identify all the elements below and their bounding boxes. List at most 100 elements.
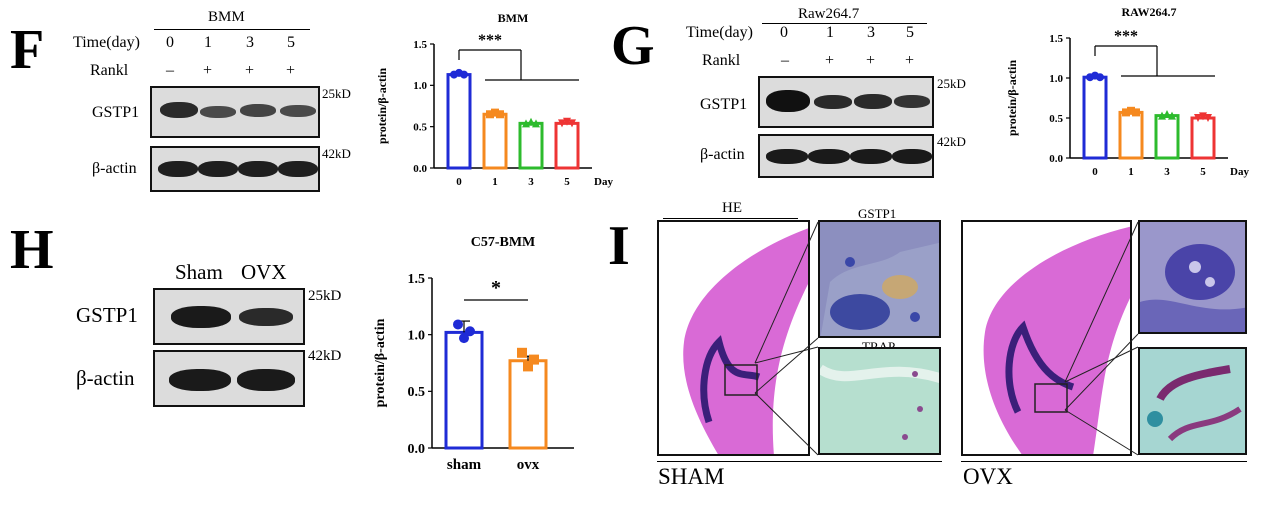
data-point xyxy=(1127,106,1135,115)
y-tick-label: 0.5 xyxy=(408,385,426,400)
g-kd-25: 25kD xyxy=(937,76,966,91)
g-header-line xyxy=(762,23,927,24)
f-band xyxy=(240,104,276,117)
x-tick-label: 3 xyxy=(528,176,534,188)
g-band xyxy=(808,149,850,164)
data-point xyxy=(1122,108,1130,117)
ovx-trap-image xyxy=(1138,347,1247,455)
data-point xyxy=(1168,111,1176,120)
y-axis-label: protein/β-actin xyxy=(1005,60,1019,136)
f-protein-gstp1: GSTP1 xyxy=(92,104,140,121)
h-band xyxy=(237,369,295,391)
f-time-5: 5 xyxy=(287,34,295,51)
data-point xyxy=(517,347,527,358)
ovx-bone-tissue xyxy=(983,226,1130,454)
i-he-line xyxy=(663,218,798,219)
ovx-femur-illustration xyxy=(983,226,1130,454)
sham-underline xyxy=(657,461,942,462)
x-tick-label: 1 xyxy=(492,176,498,188)
sham-zoom-box xyxy=(724,364,758,396)
data-point xyxy=(1204,114,1212,122)
g-rankl-1: + xyxy=(825,52,835,69)
ovx-zoom-box xyxy=(1034,383,1068,413)
data-point xyxy=(496,110,504,119)
ovx-connector xyxy=(1064,346,1139,383)
data-point xyxy=(1163,110,1171,118)
f-protein-actin: β-actin xyxy=(92,160,137,177)
f-blot-gstp1 xyxy=(150,86,320,138)
y-axis-label: protein/β-actin xyxy=(373,318,388,407)
f-time-label: Time(day) xyxy=(73,34,140,51)
h-blot-gstp1 xyxy=(153,288,305,345)
f-rankl-0: – xyxy=(166,62,174,79)
chart-title: C57-BMM xyxy=(471,235,536,250)
ovx-connector xyxy=(1064,221,1139,383)
g-time-5: 5 xyxy=(906,24,914,41)
sham-connector xyxy=(754,346,819,364)
f-time-0: 0 xyxy=(166,34,174,51)
g-rankl-label: Rankl xyxy=(702,52,741,69)
g-blot-actin xyxy=(758,134,934,178)
x-tick-label: 5 xyxy=(1200,166,1206,178)
data-point xyxy=(1194,114,1202,122)
h-bar-chart: C57-BMM 0.0 0.5 1.0 1.5 protein/β-actin sham ov… xyxy=(373,235,574,473)
y-tick-label: 0.5 xyxy=(413,122,427,134)
h-kd-42: 42kD xyxy=(308,348,342,364)
data-point xyxy=(568,119,576,128)
sham-he-image xyxy=(657,220,810,456)
data-point xyxy=(523,361,533,372)
ovx-gstp1-texture xyxy=(1140,222,1245,332)
sham-connector xyxy=(754,337,819,394)
data-point xyxy=(532,119,540,128)
data-point xyxy=(465,326,475,337)
g-rankl-5: + xyxy=(905,52,915,69)
ovx-he-image xyxy=(961,220,1132,456)
g-rankl-3: + xyxy=(866,52,876,69)
chart-title: BMM xyxy=(498,11,529,25)
h-kd-25: 25kD xyxy=(308,288,342,304)
h-blot-actin xyxy=(153,350,305,407)
g-band xyxy=(850,149,892,164)
data-point xyxy=(491,108,499,117)
y-tick-label: 1.0 xyxy=(413,80,427,92)
f-kd-42: 42kD xyxy=(322,146,351,161)
f-rankl-5: + xyxy=(286,62,296,79)
x-tick-label: 1 xyxy=(1128,166,1134,178)
g-cell-label: Raw264.7 xyxy=(798,6,860,22)
x-tick-label: 3 xyxy=(1164,166,1170,178)
g-time-0: 0 xyxy=(780,24,788,41)
data-point xyxy=(459,333,469,344)
panel-letter-g: G xyxy=(611,15,655,77)
data-point xyxy=(558,119,566,128)
f-time-3: 3 xyxy=(246,34,254,51)
f-band xyxy=(238,161,278,177)
sham-connector xyxy=(754,221,819,364)
ovx-gstp1-image xyxy=(1138,220,1247,334)
data-point xyxy=(453,319,463,330)
g-protein-actin: β-actin xyxy=(700,146,745,163)
h-band xyxy=(239,308,293,326)
sham-connector xyxy=(754,392,819,456)
g-bar-chart: RAW264.7 0.0 0.5 1.0 1.5 protein/β-actin 0 1 3 5 D… xyxy=(1005,5,1249,178)
f-blot-actin xyxy=(150,146,320,192)
g-band xyxy=(766,149,808,164)
y-tick-label: 0.0 xyxy=(413,163,427,175)
ovx-growth-plate xyxy=(1005,320,1075,414)
g-kd-42: 42kD xyxy=(937,134,966,149)
f-band xyxy=(158,161,198,177)
panel-letter-i: I xyxy=(608,215,630,277)
y-tick-label: 1.0 xyxy=(1049,73,1063,85)
sham-trap-image xyxy=(818,347,941,455)
panel-letter-h: H xyxy=(10,219,54,281)
h-lane-sham: Sham xyxy=(175,260,223,284)
ovx-trap-texture xyxy=(1140,349,1245,453)
x-axis-label: Day xyxy=(1230,166,1249,178)
y-tick-label: 1.5 xyxy=(1049,33,1063,45)
g-band xyxy=(766,90,810,112)
f-kd-25: 25kD xyxy=(322,86,351,101)
x-axis-label: Day xyxy=(594,176,613,188)
sham-trap-texture xyxy=(820,349,939,453)
ovx-connector xyxy=(1064,333,1139,411)
data-point xyxy=(486,110,494,119)
